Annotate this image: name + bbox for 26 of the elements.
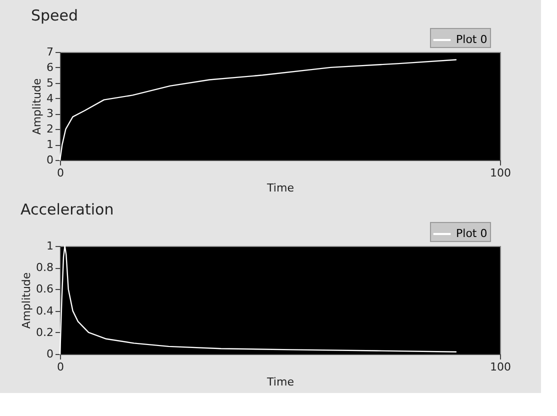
y-tick-label: 7 [46, 46, 54, 58]
y-tick-label: 2 [46, 122, 54, 136]
y-tick-label: 0 [46, 154, 54, 166]
chart-title: Speed [31, 6, 78, 24]
y-tick-label: 3 [46, 107, 54, 120]
y-tick-label: 0.6 [36, 282, 54, 296]
x-axis-title: Time [266, 376, 294, 388]
y-tick-label: 0.4 [36, 304, 54, 318]
legend-label: Plot 0 [456, 227, 488, 240]
y-tick-label: 1 [46, 138, 54, 152]
y-tick-label: 5 [46, 76, 54, 90]
legend-label: Plot 0 [456, 33, 488, 46]
chart-title: Acceleration [20, 200, 114, 218]
y-tick-label: 0 [46, 348, 54, 360]
x-tick-label: 100 [490, 166, 511, 180]
y-tick-label: 0.8 [36, 261, 54, 274]
y-axis-title: Amplitude [30, 78, 44, 135]
y-tick-label: 4 [46, 92, 54, 105]
x-tick-label: 100 [490, 360, 511, 374]
line-series [59, 245, 457, 355]
y-axis-title: Amplitude [20, 272, 34, 329]
y-tick-label: 6 [46, 60, 54, 74]
x-axis-title: Time [266, 182, 294, 194]
line-series [59, 59, 457, 161]
y-tick-label: 0.2 [36, 326, 54, 339]
y-tick-label: 1 [46, 240, 54, 252]
